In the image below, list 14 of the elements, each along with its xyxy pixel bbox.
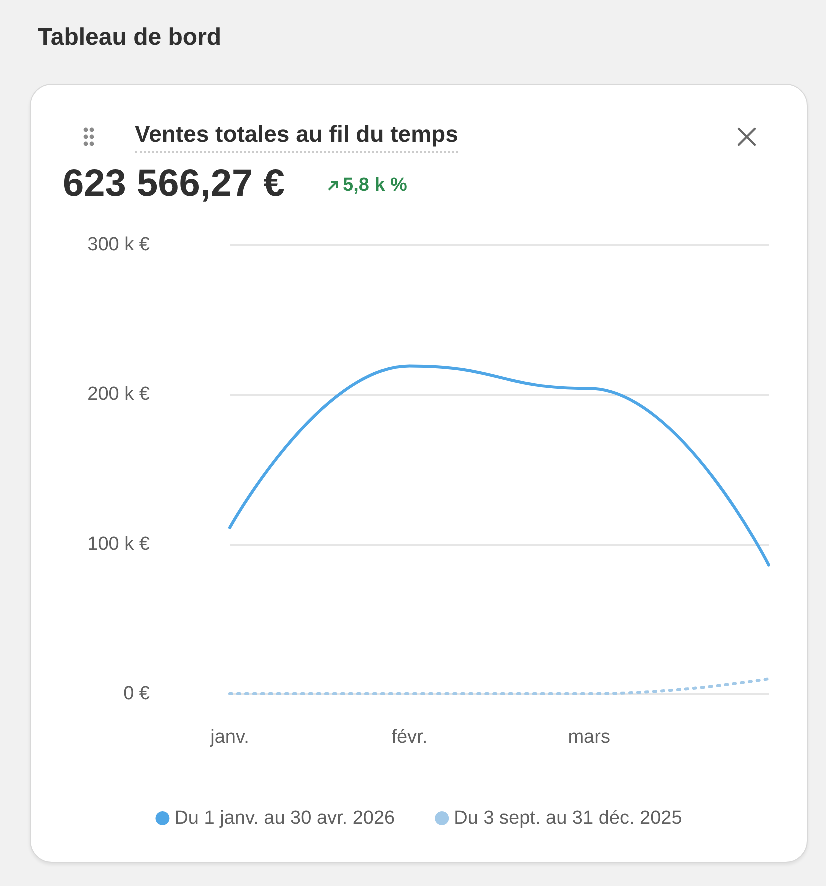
y-tick-label: 100 k €: [88, 534, 150, 555]
x-tick-label: mars: [568, 727, 610, 748]
legend-label: Du 3 sept. au 31 déc. 2025: [454, 808, 682, 829]
chart-title: Ventes totales au fil du temps: [135, 121, 458, 153]
legend-label: Du 1 janv. au 30 avr. 2026: [174, 808, 396, 829]
x-tick-label: janv.: [210, 727, 250, 748]
x-tick-label: févr.: [392, 727, 428, 748]
y-tick-label: 300 k €: [88, 234, 150, 256]
line-series: [228, 364, 770, 567]
text: Tableau de bord: [38, 24, 222, 52]
y-tick-label: 0 €: [124, 684, 150, 704]
text: 5,8 k %: [343, 175, 408, 197]
text: 623 566,27 €: [63, 163, 285, 206]
y-tick-label: 200 k €: [88, 384, 150, 406]
